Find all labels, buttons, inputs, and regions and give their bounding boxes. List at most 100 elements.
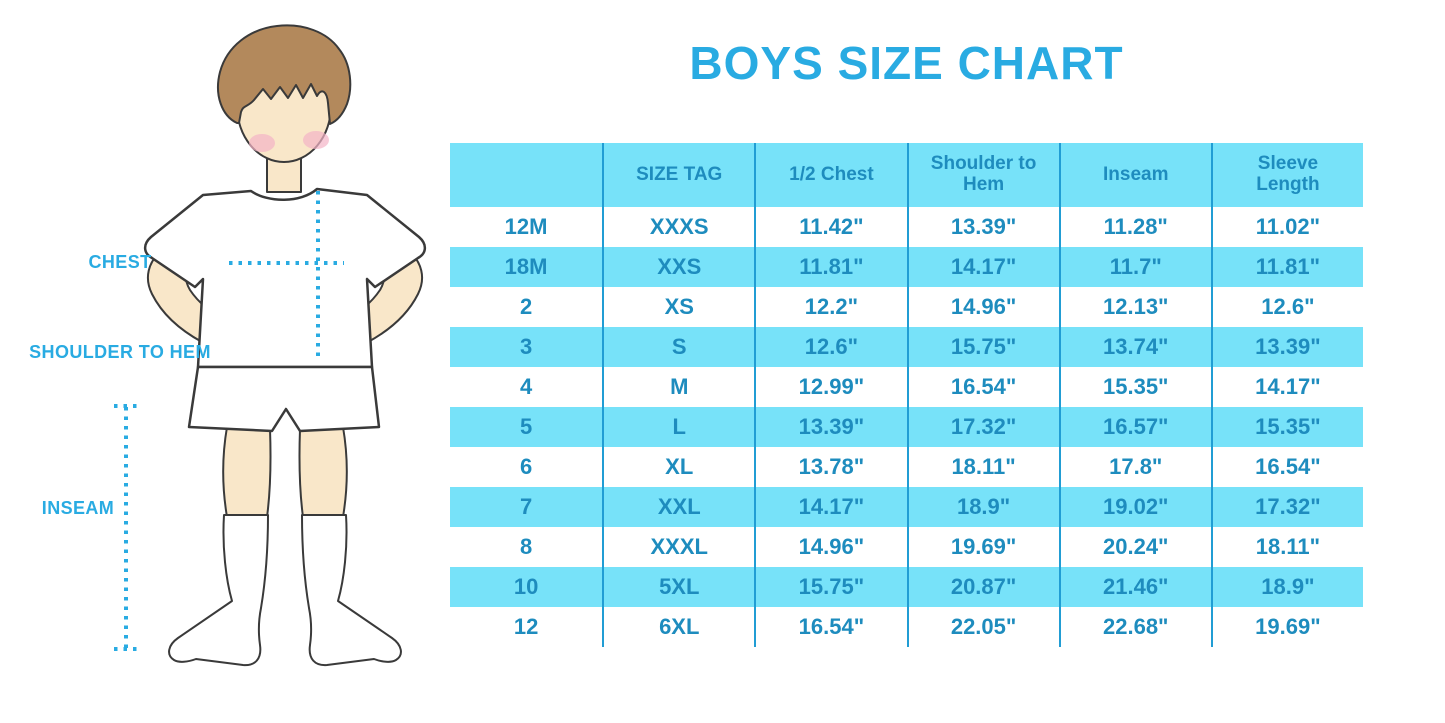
half-chest-cell: 14.96" bbox=[754, 527, 906, 567]
inseam-cell: 19.02" bbox=[1058, 487, 1211, 527]
table-row: 12M XXXS 11.42" 13.39" 11.28" 11.02" bbox=[450, 207, 1363, 247]
header-size-tag: SIZE TAG bbox=[602, 143, 754, 207]
inseam-label: INSEAM bbox=[42, 498, 114, 518]
size-cell: 2 bbox=[519, 293, 533, 319]
size-tag-cell: XXL bbox=[602, 487, 754, 527]
size-tag-cell: L bbox=[602, 407, 754, 447]
shoulder-to-hem-cell: 18.9" bbox=[906, 487, 1059, 527]
table-row: 10 5XL 15.75" 20.87" 21.46" 18.9" bbox=[450, 567, 1363, 607]
boy-leg-left bbox=[222, 426, 272, 518]
inseam-cell: 22.68" bbox=[1058, 607, 1211, 647]
table-row: 6 XL 13.78" 18.11" 17.8" 16.54" bbox=[450, 447, 1363, 487]
table-row: 18M XXS 11.81" 14.17" 11.7" 11.81" bbox=[450, 247, 1363, 287]
shoulder-to-hem-cell: 18.11" bbox=[906, 447, 1059, 487]
half-chest-cell: 15.75" bbox=[754, 567, 906, 607]
size-cell: 8 bbox=[519, 533, 533, 559]
table-row: 4 M 12.99" 16.54" 15.35" 14.17" bbox=[450, 367, 1363, 407]
shoulder-to-hem-cell: 22.05" bbox=[906, 607, 1059, 647]
size-tag-cell: XXS bbox=[602, 247, 754, 287]
boy-figure bbox=[143, 24, 427, 667]
inseam-cell: 11.28" bbox=[1058, 207, 1211, 247]
header-half-chest: 1/2 Chest bbox=[754, 143, 906, 207]
table-row: 8 XXXL 14.96" 19.69" 20.24" 18.11" bbox=[450, 527, 1363, 567]
size-cell: 7 bbox=[519, 493, 533, 519]
size-tag-cell: S bbox=[602, 327, 754, 367]
inseam-cell: 21.46" bbox=[1058, 567, 1211, 607]
header-sleeve-length: Sleeve Length bbox=[1210, 143, 1363, 207]
header-shoulder-to-hem: Shoulder to Hem bbox=[906, 143, 1059, 207]
sleeve-length-cell: 14.17" bbox=[1210, 367, 1363, 407]
sleeve-length-cell: 12.6" bbox=[1210, 287, 1363, 327]
sleeve-length-cell: 16.54" bbox=[1210, 447, 1363, 487]
size-tag-cell: XXXS bbox=[602, 207, 754, 247]
size-tag-cell: XS bbox=[602, 287, 754, 327]
size-table: SIZE TAG 1/2 Chest Shoulder to Hem Insea… bbox=[450, 143, 1363, 647]
half-chest-cell: 14.17" bbox=[754, 487, 906, 527]
table-row: 7 XXL 14.17" 18.9" 19.02" 17.32" bbox=[450, 487, 1363, 527]
chest-label: CHEST bbox=[88, 252, 151, 272]
shoulder-to-hem-cell: 14.96" bbox=[906, 287, 1059, 327]
boy-illustration: CHEST SHOULDER TO HEM INSEAM bbox=[29, 24, 427, 667]
table-row: 2 XS 12.2" 14.96" 12.13" 12.6" bbox=[450, 287, 1363, 327]
sleeve-length-cell: 13.39" bbox=[1210, 327, 1363, 367]
inseam-cell: 16.57" bbox=[1058, 407, 1211, 447]
boy-blush-right bbox=[303, 131, 329, 149]
half-chest-cell: 16.54" bbox=[754, 607, 906, 647]
size-cell: 5 bbox=[519, 413, 533, 439]
half-chest-cell: 13.39" bbox=[754, 407, 906, 447]
shoulder-to-hem-cell: 13.39" bbox=[906, 207, 1059, 247]
size-cell: 12 bbox=[513, 613, 539, 639]
size-cell: 10 bbox=[513, 573, 539, 599]
shoulder-to-hem-cell: 19.69" bbox=[906, 527, 1059, 567]
size-tag-cell: M bbox=[602, 367, 754, 407]
shoulder-to-hem-cell: 17.32" bbox=[906, 407, 1059, 447]
size-tag-cell: 6XL bbox=[602, 607, 754, 647]
table-header-row: SIZE TAG 1/2 Chest Shoulder to Hem Insea… bbox=[450, 143, 1363, 207]
inseam-cell: 13.74" bbox=[1058, 327, 1211, 367]
half-chest-cell: 11.42" bbox=[754, 207, 906, 247]
header-size bbox=[450, 143, 602, 207]
half-chest-cell: 12.6" bbox=[754, 327, 906, 367]
boy-blush-left bbox=[249, 134, 275, 152]
sleeve-length-cell: 19.69" bbox=[1210, 607, 1363, 647]
sleeve-length-cell: 18.11" bbox=[1210, 527, 1363, 567]
measurement-guides bbox=[114, 191, 344, 651]
boy-leg-right bbox=[298, 426, 348, 518]
inseam-cell: 12.13" bbox=[1058, 287, 1211, 327]
table-row: 12 6XL 16.54" 22.05" 22.68" 19.69" bbox=[450, 607, 1363, 647]
size-tag-cell: XL bbox=[602, 447, 754, 487]
size-cell: 4 bbox=[519, 373, 533, 399]
sleeve-length-cell: 11.02" bbox=[1210, 207, 1363, 247]
inseam-cell: 17.8" bbox=[1058, 447, 1211, 487]
boy-sock-left bbox=[168, 514, 269, 667]
sleeve-length-cell: 17.32" bbox=[1210, 487, 1363, 527]
size-tag-cell: 5XL bbox=[602, 567, 754, 607]
shoulder-to-hem-cell: 14.17" bbox=[906, 247, 1059, 287]
header-inseam: Inseam bbox=[1058, 143, 1211, 207]
half-chest-cell: 12.2" bbox=[754, 287, 906, 327]
sleeve-length-cell: 15.35" bbox=[1210, 407, 1363, 447]
size-cell: 18M bbox=[504, 253, 548, 279]
boy-shirt bbox=[143, 187, 427, 369]
boy-sock-right bbox=[301, 514, 402, 667]
inseam-cell: 20.24" bbox=[1058, 527, 1211, 567]
size-cell: 12M bbox=[504, 213, 548, 239]
size-cell: 3 bbox=[519, 333, 533, 359]
shoulder-to-hem-cell: 15.75" bbox=[906, 327, 1059, 367]
table-row: 3 S 12.6" 15.75" 13.74" 13.39" bbox=[450, 327, 1363, 367]
table-row: 5 L 13.39" 17.32" 16.57" 15.35" bbox=[450, 407, 1363, 447]
half-chest-cell: 12.99" bbox=[754, 367, 906, 407]
boy-hair bbox=[217, 24, 352, 125]
page-title: BOYS SIZE CHART bbox=[689, 37, 1124, 89]
inseam-cell: 15.35" bbox=[1058, 367, 1211, 407]
inseam-cell: 11.7" bbox=[1058, 247, 1211, 287]
size-cell: 6 bbox=[519, 453, 533, 479]
half-chest-cell: 13.78" bbox=[754, 447, 906, 487]
shoulder-to-hem-label: SHOULDER TO HEM bbox=[29, 342, 211, 362]
shoulder-to-hem-cell: 16.54" bbox=[906, 367, 1059, 407]
half-chest-cell: 11.81" bbox=[754, 247, 906, 287]
size-tag-cell: XXXL bbox=[602, 527, 754, 567]
sleeve-length-cell: 11.81" bbox=[1210, 247, 1363, 287]
sleeve-length-cell: 18.9" bbox=[1210, 567, 1363, 607]
